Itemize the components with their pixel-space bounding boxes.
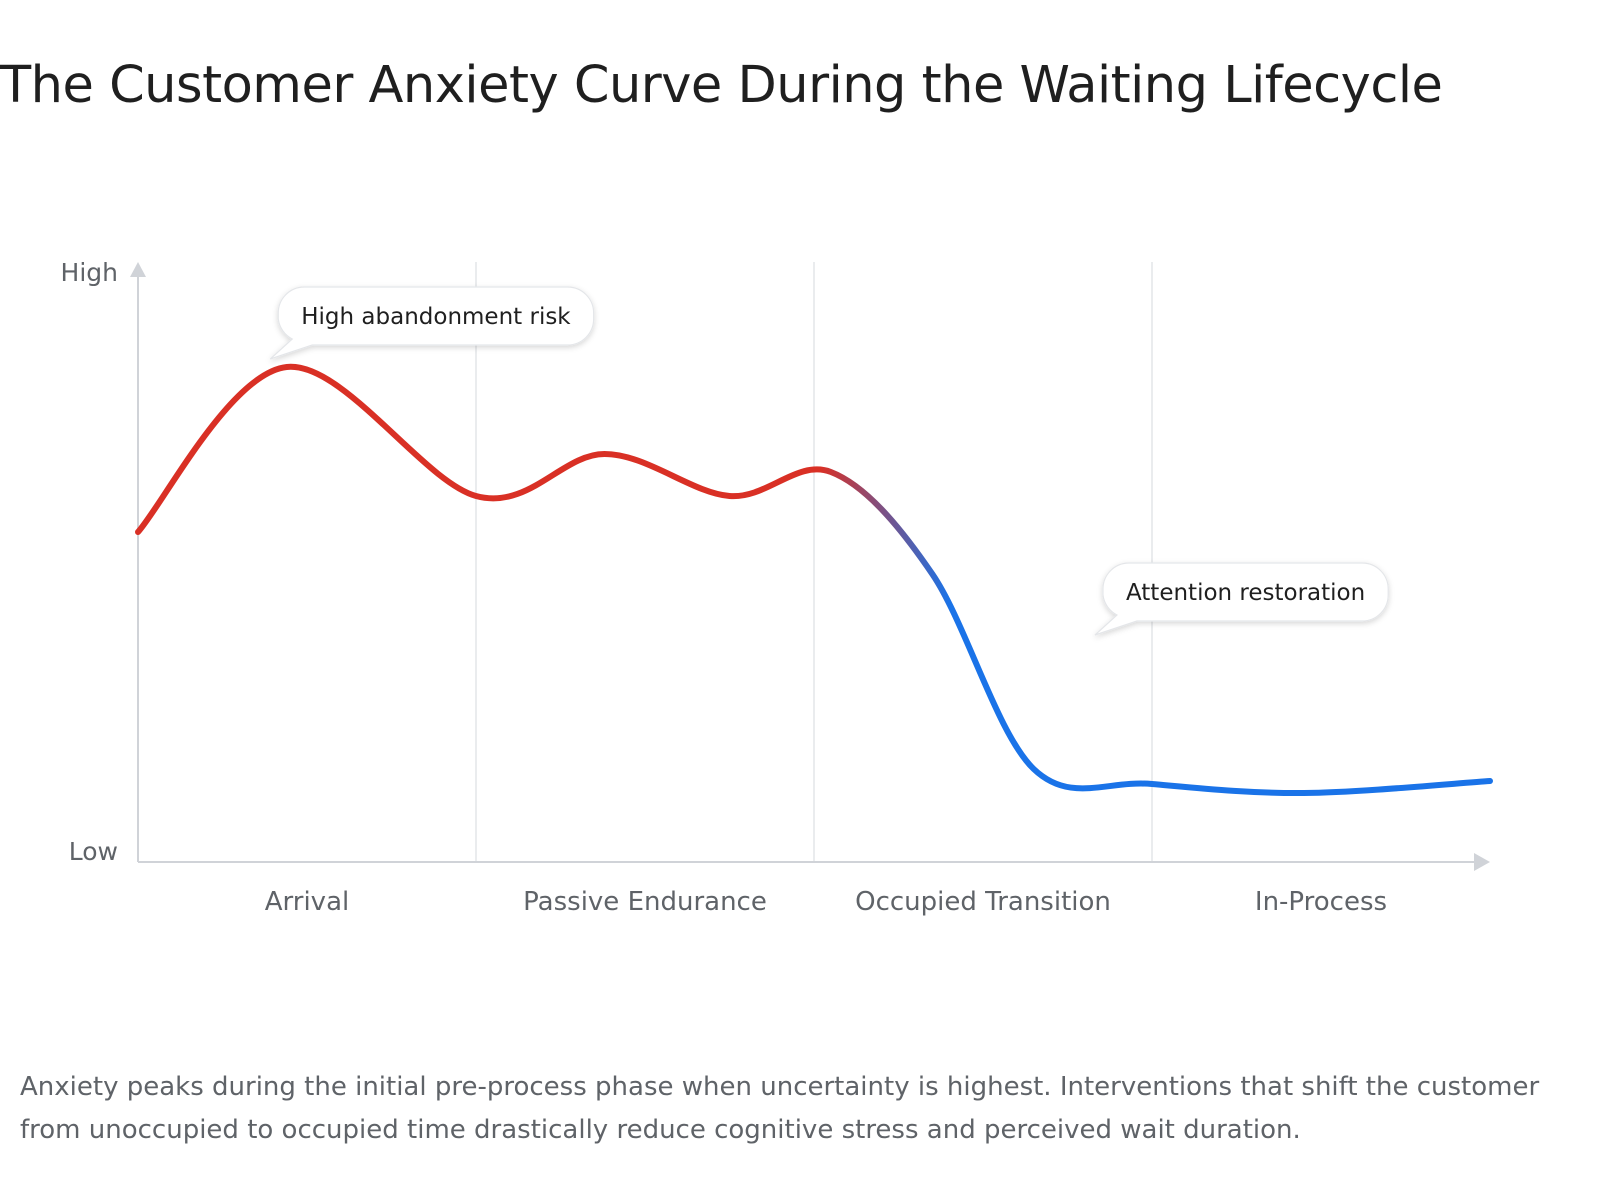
annotation-bubble-shape [269,286,595,360]
x-tick-label: Passive Endurance [523,887,767,917]
annotation-label: Attention restoration [1126,580,1365,606]
axes [130,262,1490,871]
series-layer [135,363,1493,797]
x-axis-arrow-icon [1474,853,1490,871]
annotation-bubble-shape [1094,562,1389,636]
axis-labels: High Low Arrival Passive Endurance Occupied … [61,258,1388,917]
annotation-bubble-2: Attention restoration [1094,562,1389,636]
phase-dividers [475,262,1153,862]
page-title: The Customer Anxiety Curve During the Wa… [0,56,1443,115]
y-axis-arrow-icon [130,262,146,277]
annotation-label: High abandonment risk [301,304,571,330]
y-axis-low-label: Low [69,837,118,866]
x-tick-label: Occupied Transition [855,887,1111,917]
x-tick-label: Arrival [265,887,349,917]
x-tick-label: In-Process [1255,887,1387,917]
annotation-bubble-1: High abandonment risk [269,286,595,360]
anxiety-curve-chart: High abandonment risk Attention restorati… [61,258,1493,917]
chart-caption: Anxiety peaks during the initial pre-pro… [20,1072,1540,1145]
y-axis-high-label: High [61,258,118,287]
anxiety-curve-line [135,363,1493,797]
annotations: High abandonment risk Attention restorati… [269,286,1389,636]
